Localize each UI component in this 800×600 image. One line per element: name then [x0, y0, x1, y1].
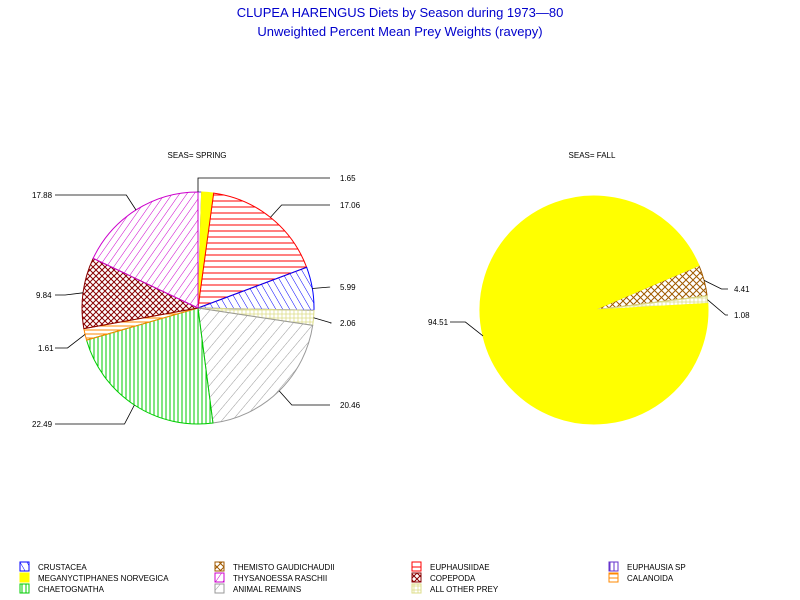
fall-leader-all-other-prey	[707, 299, 728, 316]
legend: CRUSTACEA THEMISTO GAUDICHAUDII EUPHAUSIID…	[19, 561, 686, 594]
chart-title: CLUPEA HARENGUS Diets by Season during 1…	[237, 5, 564, 20]
legend-label-crustacea: CRUSTACEA	[38, 563, 87, 572]
legend-label-euphausia-sp: EUPHAUSIA SP	[627, 563, 686, 572]
spring-label-crustacea: 1.65	[340, 174, 356, 183]
spring-slice-animal-remains	[197, 307, 314, 424]
legend-swatch-crustacea	[19, 561, 30, 572]
legend-swatch-euphausiidae	[411, 561, 422, 572]
spring-leader-all-other-prey	[313, 317, 332, 324]
spring-leader-euphausiidae	[270, 204, 330, 218]
spring-leader-copepoda	[55, 292, 84, 296]
fall-label-themisto-gaudichaudii: 4.41	[734, 285, 750, 294]
spring-leader-animal-remains	[278, 390, 330, 406]
fall-label-meganyctiphanes-norvegica: 94.51	[428, 318, 449, 327]
spring-label-crustacea: 5.99	[340, 283, 356, 292]
spring-label-animal-remains: 20.46	[340, 401, 361, 410]
spring-label-all-other-prey: 2.06	[340, 319, 356, 328]
spring-label-calanoida: 1.61	[38, 344, 54, 353]
spring-pie: 1.65 17.06 5.99 2.06 20.46 22.49 1.61 9.84 17.88	[32, 174, 361, 429]
legend-label-copepoda: COPEPODA	[430, 574, 476, 583]
spring-label-thysanoessa-raschii: 17.88	[32, 191, 53, 200]
legend-label-animal-remains: ANIMAL REMAINS	[233, 585, 301, 594]
legend-swatch-animal-remains	[214, 583, 225, 594]
spring-leader-crustacea	[197, 177, 330, 192]
fall-leader-meganyctiphanes-norvegica	[450, 321, 484, 337]
spring-pie-title: SEAS= SPRING	[168, 151, 227, 160]
spring-label-copepoda: 9.84	[36, 291, 52, 300]
legend-label-themisto-gaudichaudii: THEMISTO GAUDICHAUDII	[233, 563, 335, 572]
spring-slice-thysanoessa-raschii	[92, 191, 199, 309]
fall-label-all-other-prey: 1.08	[734, 311, 750, 320]
legend-label-all-other-prey: ALL OTHER PREY	[430, 585, 499, 594]
fall-pie-title: SEAS= FALL	[569, 151, 616, 160]
spring-label-euphausiidae: 17.06	[340, 201, 361, 210]
spring-leader-crustacea	[312, 286, 331, 289]
spring-leader-thysanoessa-raschii	[55, 194, 137, 211]
spring-leader-chaetognatha	[55, 404, 135, 425]
legend-swatch-thysanoessa-raschii	[214, 572, 225, 583]
legend-label-meganyctiphanes-norvegica: MEGANYCTIPHANES NORVEGICA	[38, 574, 169, 583]
spring-slice-copepoda	[81, 257, 200, 330]
fall-leader-themisto-gaudichaudii	[703, 280, 728, 290]
legend-swatch-all-other-prey	[411, 583, 422, 594]
legend-label-chaetognatha: CHAETOGNATHA	[38, 585, 105, 594]
legend-swatch-meganyctiphanes-norvegica	[19, 572, 30, 583]
spring-slice-chaetognatha	[85, 307, 214, 425]
legend-swatch-themisto-gaudichaudii	[214, 561, 225, 572]
legend-swatch-copepoda	[411, 572, 422, 583]
legend-swatch-chaetognatha	[19, 583, 30, 594]
legend-label-calanoida: CALANOIDA	[627, 574, 674, 583]
fall-pie: 4.41 1.08 94.51	[428, 195, 750, 425]
legend-swatch-calanoida	[608, 572, 619, 583]
legend-swatch-euphausia-sp	[608, 561, 619, 572]
spring-label-chaetognatha: 22.49	[32, 420, 53, 429]
chart-subtitle: Unweighted Percent Mean Prey Weights (ra…	[257, 24, 542, 39]
fall-slice-meganyctiphanes-norvegica	[479, 195, 709, 425]
spring-leader-calanoida	[55, 334, 86, 349]
legend-label-thysanoessa-raschii: THYSANOESSA RASCHII	[233, 574, 327, 583]
legend-label-euphausiidae: EUPHAUSIIDAE	[430, 563, 490, 572]
